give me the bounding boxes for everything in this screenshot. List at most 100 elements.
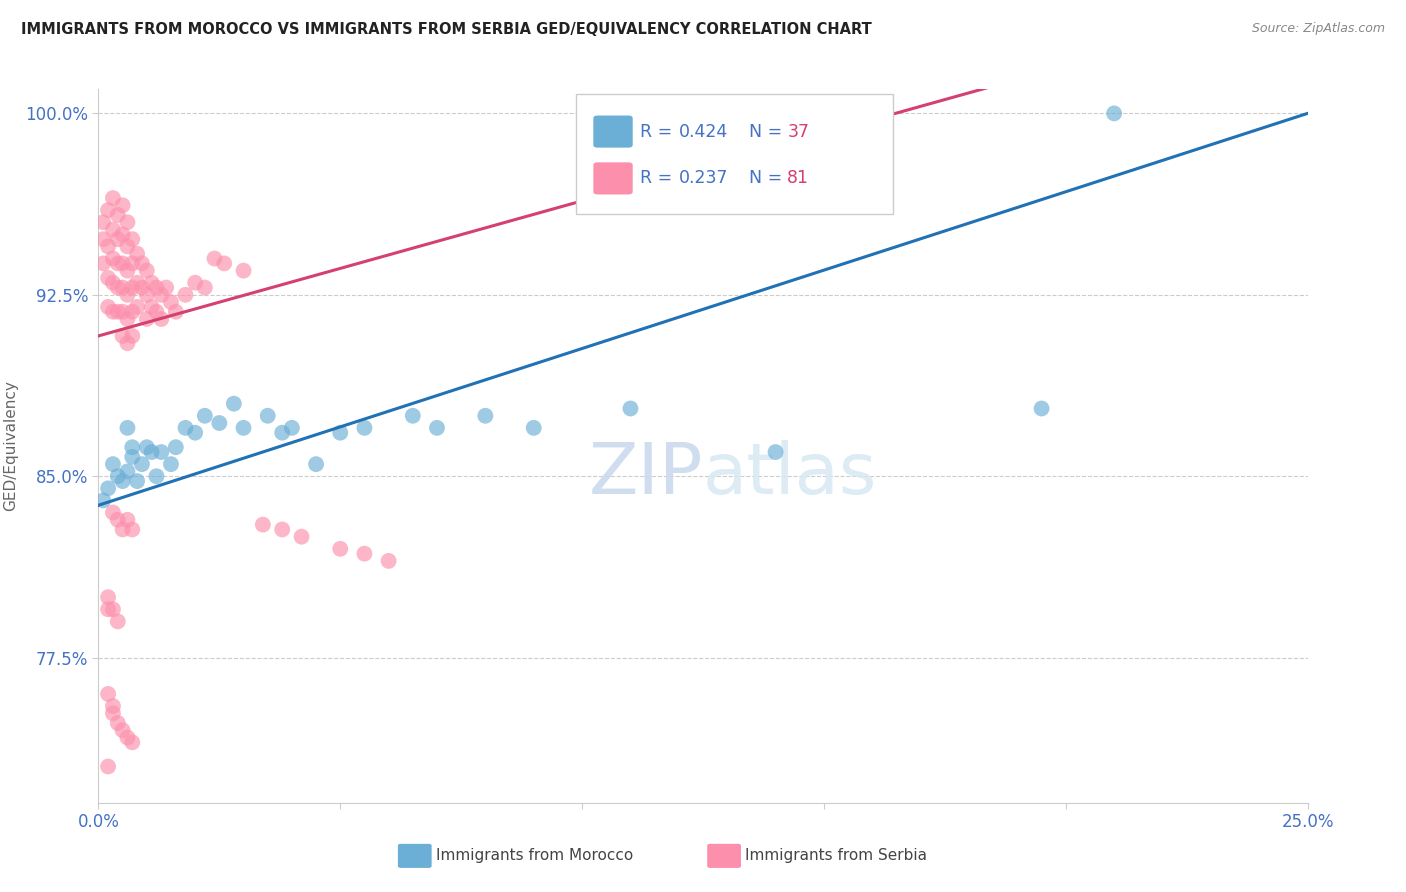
Point (145, 304, 167, 318)
Point (135, 263, 157, 277)
Point (329, 541, 352, 556)
Point (256, 409, 278, 423)
Point (117, 312, 139, 326)
Point (121, 256, 143, 270)
Point (101, 457, 124, 471)
Text: 0.237: 0.237 (679, 169, 728, 187)
Point (117, 239, 139, 253)
Point (107, 256, 129, 270)
Point (329, 425, 352, 440)
Point (353, 547, 375, 561)
Point (141, 300, 163, 314)
Point (97, 759, 120, 773)
Point (208, 416, 231, 430)
Point (117, 513, 139, 527)
Point (402, 409, 425, 423)
Point (1031, 401, 1053, 416)
Point (160, 295, 183, 310)
Point (117, 288, 139, 302)
Point (121, 735, 143, 749)
Text: IMMIGRANTS FROM MOROCCO VS IMMIGRANTS FROM SERBIA GED/EQUIVALENCY CORRELATION CH: IMMIGRANTS FROM MOROCCO VS IMMIGRANTS FR… (21, 22, 872, 37)
Point (150, 312, 173, 326)
Point (111, 227, 134, 242)
Point (101, 191, 124, 205)
Point (107, 304, 129, 318)
Point (184, 276, 207, 290)
Point (212, 256, 235, 270)
Point (204, 252, 226, 266)
Point (150, 288, 173, 302)
Text: ZIP: ZIP (589, 440, 703, 509)
Point (111, 256, 134, 270)
Point (121, 450, 143, 464)
Text: 37: 37 (787, 122, 810, 141)
Point (121, 329, 143, 343)
Point (174, 421, 197, 435)
Point (121, 280, 143, 294)
Point (101, 252, 124, 266)
Point (111, 474, 134, 488)
Point (131, 256, 153, 270)
Point (117, 336, 139, 351)
Point (101, 506, 124, 520)
Point (117, 421, 139, 435)
Point (97, 481, 120, 495)
Point (97, 687, 120, 701)
Point (117, 731, 139, 745)
Point (121, 523, 143, 537)
Text: R =: R = (640, 169, 678, 187)
Point (141, 276, 163, 290)
Point (523, 421, 546, 435)
Point (305, 457, 328, 471)
Point (184, 425, 207, 440)
Point (174, 288, 197, 302)
Point (111, 198, 134, 212)
Point (97, 590, 120, 604)
Point (91, 215, 114, 229)
Point (1102, 106, 1125, 120)
Point (107, 469, 129, 483)
Point (127, 276, 149, 290)
Point (165, 304, 187, 318)
Point (101, 602, 124, 616)
Point (101, 304, 124, 318)
Point (111, 304, 134, 318)
Point (117, 263, 139, 277)
Point (91, 256, 114, 270)
Point (474, 409, 496, 423)
Point (290, 530, 312, 544)
Text: atlas: atlas (703, 440, 877, 509)
Point (111, 523, 134, 537)
Point (111, 329, 134, 343)
Point (97, 203, 120, 218)
Point (97, 271, 120, 285)
Point (111, 723, 134, 738)
Text: R =: R = (640, 122, 678, 141)
Point (281, 421, 304, 435)
Point (107, 513, 129, 527)
Point (97, 602, 120, 616)
Point (165, 440, 187, 454)
Point (232, 421, 254, 435)
Point (121, 232, 143, 246)
Y-axis label: GED/Equivalency: GED/Equivalency (3, 381, 18, 511)
Point (127, 300, 149, 314)
Point (101, 706, 124, 721)
Point (121, 304, 143, 318)
Point (232, 263, 254, 277)
Point (121, 440, 143, 454)
Point (91, 232, 114, 246)
Text: 81: 81 (787, 169, 810, 187)
Point (426, 421, 449, 435)
Point (117, 464, 139, 478)
Text: Immigrants from Serbia: Immigrants from Serbia (745, 848, 927, 863)
Point (107, 280, 129, 294)
Point (222, 397, 245, 411)
Point (131, 457, 153, 471)
Point (135, 312, 157, 326)
Point (160, 457, 183, 471)
Point (127, 246, 149, 260)
Point (145, 469, 167, 483)
Point (194, 409, 217, 423)
Point (271, 425, 294, 440)
